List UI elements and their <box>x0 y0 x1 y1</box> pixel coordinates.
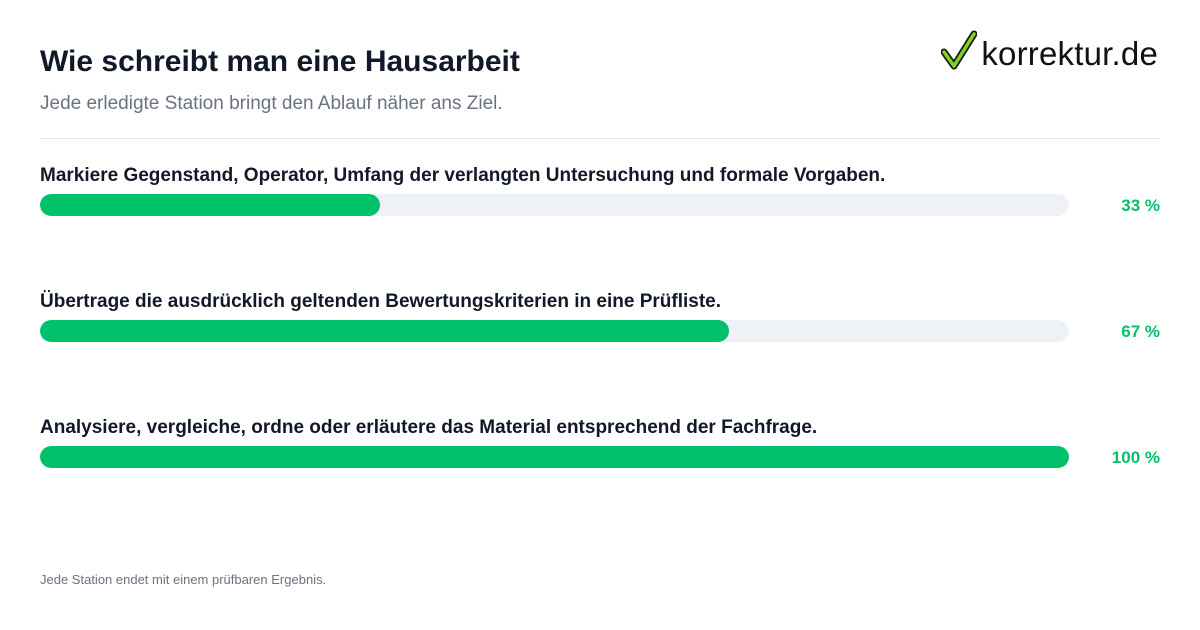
header-divider <box>40 138 1160 139</box>
progress-row: Analysiere, vergleiche, ordne oder erläu… <box>40 417 1160 477</box>
progress-label: Analysiere, vergleiche, ordne oder erläu… <box>40 417 818 438</box>
brand-logo: korrektur.de <box>940 30 1158 77</box>
logo-text: korrektur.de <box>981 35 1158 72</box>
progress-track <box>40 446 1069 468</box>
progress-row: Markiere Gegenstand, Operator, Umfang de… <box>40 165 1160 225</box>
progress-bar <box>40 446 1069 468</box>
progress-label: Übertrage die ausdrücklich geltenden Bew… <box>40 291 722 312</box>
progress-track <box>40 194 1069 216</box>
progress-label: Markiere Gegenstand, Operator, Umfang de… <box>40 165 886 186</box>
checkmark-icon <box>940 30 978 77</box>
progress-track <box>40 320 1069 342</box>
progress-bar <box>40 194 380 216</box>
page-title: Wie schreibt man eine Hausarbeit <box>40 45 520 78</box>
progress-value: 67 % <box>1121 322 1160 341</box>
progress-bar <box>40 320 729 342</box>
page-subtitle: Jede erledigte Station bringt den Ablauf… <box>40 93 503 114</box>
progress-row: Übertrage die ausdrücklich geltenden Bew… <box>40 291 1160 351</box>
progress-value: 33 % <box>1121 196 1160 215</box>
footer-note: Jede Station endet mit einem prüfbaren E… <box>40 572 327 587</box>
progress-value: 100 % <box>1111 448 1160 467</box>
